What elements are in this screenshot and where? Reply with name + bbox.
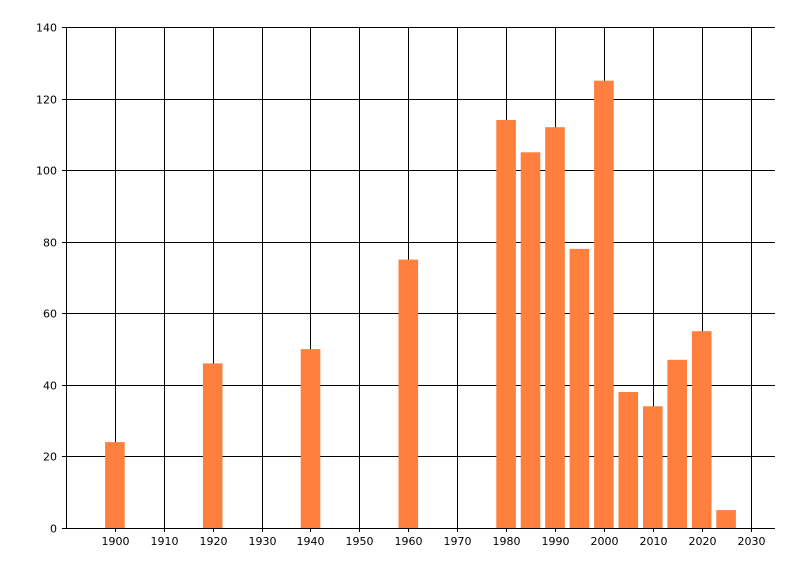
y-tick-label: 0 [50,523,57,536]
y-tick-label: 60 [43,308,57,321]
y-tick-label: 140 [36,22,57,35]
x-tick-label: 1900 [102,535,130,548]
bar [520,152,541,529]
bar [691,331,712,528]
x-tick-label: 1940 [297,535,325,548]
bar [569,248,590,528]
tick-labels: 0 20 40 60 80 100 120 140 1900 1910 1920 1930 1940 19… [36,22,766,549]
y-tick-label: 120 [36,94,57,107]
x-tick-label: 1910 [151,535,179,548]
bar [398,259,419,528]
bar [716,510,736,528]
bar [496,120,516,528]
x-tick-label: 2030 [738,535,766,548]
x-tick-label: 1960 [395,535,423,548]
x-tick-label: 1950 [346,535,374,548]
x-tick-label: 1930 [249,535,277,548]
x-tick-label: 2000 [591,535,619,548]
bar [618,392,639,528]
x-tick-label: 1980 [493,535,521,548]
bar [643,406,663,528]
bar [300,349,321,528]
bar [545,127,565,528]
x-tick-label: 2020 [689,535,717,548]
y-tick-label: 100 [36,165,57,178]
bar [594,80,614,528]
y-tick-label: 80 [43,237,57,250]
x-tick-label: 1970 [444,535,472,548]
x-tick-label: 1990 [542,535,570,548]
x-tick-label: 1920 [200,535,228,548]
axes [62,27,775,532]
x-tick-label: 2010 [640,535,668,548]
bar [105,442,125,528]
bar [667,359,687,528]
bar [202,363,223,528]
y-tick-label: 40 [43,380,57,393]
bars [105,80,736,529]
y-tick-label: 20 [43,451,57,464]
